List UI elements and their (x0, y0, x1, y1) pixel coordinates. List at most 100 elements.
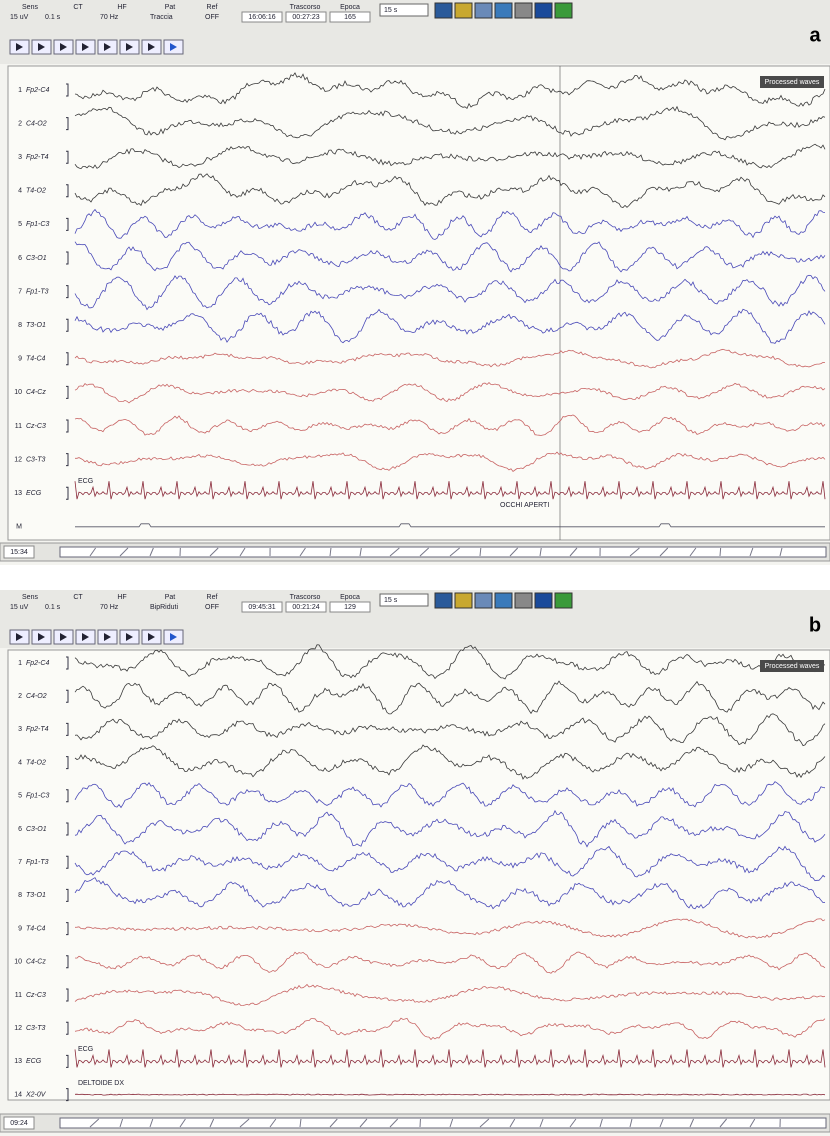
gain-bracket (66, 756, 69, 770)
channel-name: Cz-C3 (26, 992, 46, 999)
tool-icon[interactable] (434, 2, 453, 19)
eeg-trace (74, 348, 826, 369)
scroll-tick (509, 1118, 516, 1128)
tool-icon[interactable] (454, 2, 473, 19)
header-value: 70 Hz (100, 14, 119, 21)
value-box (285, 601, 327, 613)
scroll-tick (569, 547, 578, 557)
value-box (329, 11, 371, 23)
eeg-trace (74, 918, 826, 939)
scroll-tick (449, 547, 460, 557)
scroll-tick (359, 1118, 368, 1128)
tool-icon[interactable] (434, 592, 453, 609)
scroll-tick (269, 1118, 277, 1128)
scrollbar[interactable] (59, 546, 827, 558)
channel-name: C4-O2 (26, 693, 47, 700)
scroll-tick (539, 1118, 544, 1128)
nav-icon (60, 43, 67, 51)
header-label: Epoca (340, 594, 360, 601)
gain-bracket (66, 385, 69, 399)
channel-number: 2 (18, 120, 22, 127)
gain-bracket (66, 83, 69, 97)
tool-icon[interactable] (454, 592, 473, 609)
processed-badge[interactable] (760, 76, 824, 88)
scroll-tick (119, 547, 129, 557)
header-label: CT (73, 594, 83, 601)
tool-icon[interactable] (534, 592, 553, 609)
tool-icon[interactable] (474, 2, 493, 19)
tool-icon[interactable] (494, 592, 513, 609)
eeg-trace (74, 173, 826, 208)
header-label: Epoca (340, 4, 360, 11)
channel-number: 9 (18, 925, 22, 932)
annotation: ECG (78, 478, 93, 485)
eeg-trace (74, 1049, 826, 1068)
gain-bracket (66, 955, 69, 969)
processed-badge[interactable] (760, 660, 824, 672)
eeg-trace (74, 414, 826, 436)
scroll-tick (449, 1118, 454, 1128)
scroll-tick (239, 1118, 250, 1128)
nav-icon (104, 633, 111, 641)
tool-icon[interactable] (554, 2, 573, 19)
tool-icon[interactable] (554, 592, 573, 609)
scroll-tick (779, 547, 783, 557)
tool-icon[interactable] (514, 592, 533, 609)
scroll-tick (239, 547, 246, 557)
annotation: ECG (78, 1046, 93, 1053)
footer-time: 09:24 (10, 1120, 28, 1127)
scrollbar[interactable] (59, 1117, 827, 1129)
channel-name: Fp1-T3 (26, 859, 49, 866)
scroll-tick (89, 547, 97, 557)
eeg-trace (74, 877, 826, 910)
value-box (241, 601, 283, 613)
page-select[interactable] (379, 3, 429, 17)
tool-icon[interactable] (474, 592, 493, 609)
gain-bracket (66, 285, 69, 299)
scroll-tick (689, 1118, 695, 1128)
scroll-tick (329, 1118, 338, 1128)
tool-icon[interactable] (514, 2, 533, 19)
tool-icon[interactable] (534, 2, 553, 19)
gain-bracket (66, 419, 69, 433)
channel-name: Fp2-C4 (26, 660, 49, 667)
channel-number: 8 (18, 322, 22, 329)
processed-label: Processed waves (765, 79, 820, 86)
header-value: 0.1 s (45, 604, 61, 611)
eeg-trace (74, 713, 826, 747)
gain-bracket (66, 722, 69, 736)
channel-number: 12 (14, 1025, 22, 1032)
value-box (241, 11, 283, 23)
nav-icon (170, 43, 177, 51)
header-value: Traccia (150, 14, 173, 21)
channel-number: 1 (18, 87, 22, 94)
gain-bracket (66, 486, 69, 500)
nav-icon (38, 43, 45, 51)
eeg-trace (74, 1093, 826, 1096)
channel-name: C4-O2 (26, 120, 47, 127)
page-value: 15 s (384, 597, 398, 604)
time-box (3, 545, 35, 559)
page-select[interactable] (379, 593, 429, 607)
channel-number: 11 (15, 423, 22, 430)
header-value: 165 (344, 14, 356, 21)
scroll-tick (659, 1118, 664, 1128)
gain-bracket (66, 822, 69, 836)
time-box (3, 1116, 35, 1130)
header-label: Sens (22, 4, 38, 11)
eeg-trace (74, 680, 826, 715)
eeg-trace (74, 644, 826, 680)
gain-bracket (66, 656, 69, 670)
scroll-tick (209, 547, 219, 557)
channel-name: C3-T3 (26, 456, 46, 463)
header-label: Sens (22, 594, 38, 601)
eeg-trace (74, 143, 826, 170)
scroll-tick (719, 547, 722, 557)
tool-icon[interactable] (494, 2, 513, 19)
channel-number: 13 (14, 1058, 22, 1065)
channel-number: 2 (18, 693, 22, 700)
channel-number: 7 (18, 288, 22, 295)
